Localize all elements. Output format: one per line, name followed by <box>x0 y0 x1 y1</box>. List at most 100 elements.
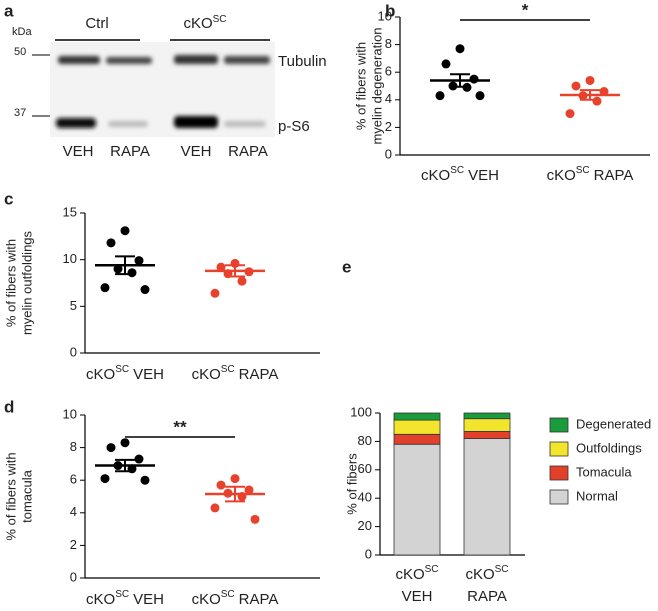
significance-label: * <box>522 0 529 19</box>
data-point <box>244 485 254 495</box>
data-point <box>585 75 595 85</box>
label-part: cKO <box>395 566 424 583</box>
label-part: RAPA <box>239 591 279 608</box>
data-point <box>134 256 144 266</box>
label-part: cKO <box>421 167 450 184</box>
x-tick-label: cKOSC RAPA <box>192 364 279 383</box>
y-axis-title: % of fibers with <box>3 452 18 540</box>
y-tick-label: 10 <box>63 406 77 421</box>
data-point <box>216 480 226 490</box>
panel-label: a <box>4 1 14 20</box>
data-point <box>106 443 116 453</box>
bar-segment <box>463 438 511 556</box>
lane-label: VEH <box>181 143 212 160</box>
group-label: cKOSC <box>183 14 226 32</box>
y-tick-label: 2 <box>70 537 77 552</box>
label-part: RAPA <box>467 588 507 605</box>
y-axis-title: % of fibers with <box>353 42 368 130</box>
y-axis-title: myelin outfoldings <box>19 230 34 335</box>
label-part: cKO <box>547 167 576 184</box>
y-tick-label: 10 <box>63 251 77 266</box>
data-point <box>565 109 575 119</box>
data-point <box>237 276 247 286</box>
legend-label: Normal <box>576 488 618 503</box>
label-sup: SC <box>576 165 590 176</box>
y-tick-label: 0 <box>70 344 77 359</box>
data-point <box>455 44 465 54</box>
x-tick-label: cKOSC RAPA <box>547 165 634 184</box>
data-point <box>210 503 220 513</box>
y-axis-title: tomacula <box>19 469 34 523</box>
x-tick-label: cKOSC VEH <box>421 165 499 184</box>
label-part: RAPA <box>239 366 279 383</box>
label-part: cKO <box>86 366 115 383</box>
bar-segment <box>463 431 511 439</box>
band-label: p-S6 <box>278 118 310 135</box>
y-tick-label: 8 <box>385 36 392 51</box>
label-sup: SC <box>115 364 129 375</box>
data-point <box>441 59 451 69</box>
y-tick-label: 40 <box>358 490 372 505</box>
y-axis-title: myelin degeneration <box>369 27 384 144</box>
panel-label: d <box>4 397 14 416</box>
label-sup: SC <box>221 364 235 375</box>
data-point <box>113 264 123 274</box>
y-tick-label: 2 <box>385 119 392 134</box>
y-tick-label: 0 <box>365 546 372 561</box>
data-point <box>469 74 479 84</box>
unit-label: kDa <box>12 26 32 38</box>
x-tick-label: cKOSC VEH <box>86 589 164 608</box>
label-part: RAPA <box>594 167 634 184</box>
data-point <box>210 288 220 298</box>
lane-label: VEH <box>63 143 94 160</box>
x-tick-label: cKOSC RAPA <box>192 589 279 608</box>
label-part: cKO <box>192 591 221 608</box>
marker-label: 37 <box>14 107 26 119</box>
data-point <box>435 91 445 101</box>
data-point <box>134 454 144 464</box>
data-point <box>250 514 260 524</box>
label-part: VEH <box>402 588 433 605</box>
data-point <box>216 262 226 272</box>
x-tick-label: cKOSC <box>465 564 508 583</box>
legend-swatch <box>549 489 569 505</box>
label-sup: SC <box>115 589 129 600</box>
y-tick-label: 0 <box>70 569 77 584</box>
y-tick-label: 4 <box>385 91 392 106</box>
data-point <box>106 238 116 248</box>
legend-label: Outfoldings <box>576 440 642 455</box>
y-axis-title: % of fibers with <box>3 239 18 327</box>
y-tick-label: 10 <box>378 8 392 23</box>
data-point <box>100 474 110 484</box>
data-point <box>230 474 240 484</box>
y-tick-label: 5 <box>70 298 77 313</box>
legend-swatch <box>549 417 569 433</box>
y-axis-title: % of fibers <box>344 453 359 515</box>
bar-segment <box>393 443 441 556</box>
marker-label: 50 <box>14 46 26 58</box>
y-tick-label: 15 <box>63 204 77 219</box>
label-part: VEH <box>133 591 164 608</box>
label-part: cKO <box>465 566 494 583</box>
legend-label: Degenerated <box>576 416 651 431</box>
panel-label: c <box>4 189 13 208</box>
x-tick-label: VEH <box>402 588 433 605</box>
label-part: VEH <box>133 366 164 383</box>
data-point <box>120 438 130 448</box>
bar-segment <box>393 412 441 421</box>
band-label: Tubulin <box>278 53 327 70</box>
label-part: cKO <box>86 591 115 608</box>
panel-label: b <box>385 1 395 20</box>
data-point <box>475 91 485 101</box>
y-tick-label: 6 <box>70 472 77 487</box>
y-tick-label: 8 <box>70 439 77 454</box>
panel-label: e <box>342 257 351 276</box>
legend-swatch <box>549 441 569 457</box>
data-point <box>592 96 602 106</box>
bar-segment <box>463 418 511 432</box>
data-point <box>571 81 581 91</box>
y-tick-label: 60 <box>358 461 372 476</box>
lane-label: RAPA <box>110 143 150 160</box>
legend-label: Tomacula <box>576 464 632 479</box>
